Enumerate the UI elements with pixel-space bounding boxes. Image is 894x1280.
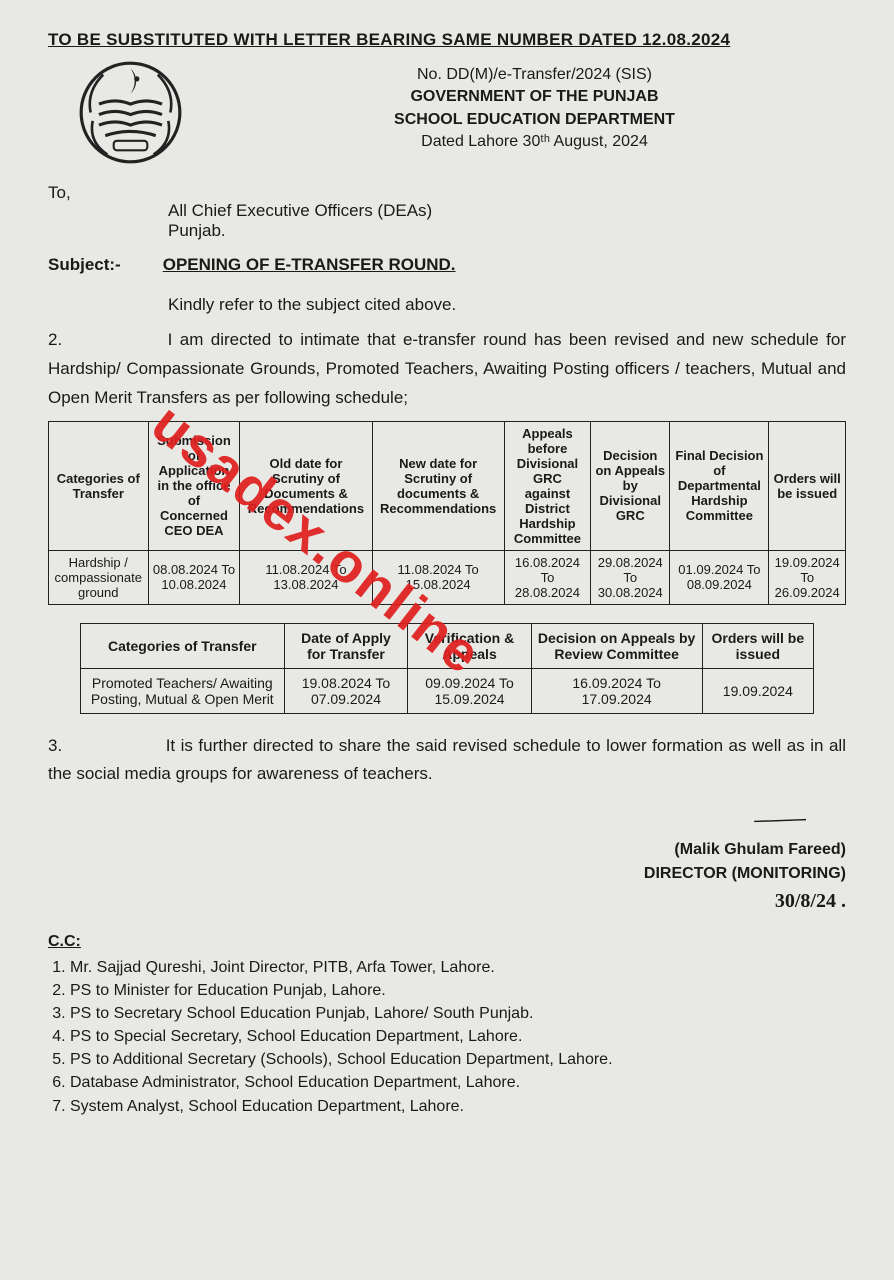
para3-number: 3. <box>48 736 62 755</box>
signature-block: ⎯⎯⎯⎯ (Malik Ghulam Fareed) DIRECTOR (MON… <box>48 799 846 916</box>
t1-c7: 19.09.2024 To 26.09.2024 <box>769 550 846 604</box>
para2-number: 2. <box>48 330 62 349</box>
paragraph-2: 2. I am directed to intimate that e-tran… <box>48 326 846 413</box>
signatory-title: DIRECTOR (MONITORING) <box>48 862 846 886</box>
schedule-table-1: Categories of Transfer Submission of App… <box>48 421 846 605</box>
t1-h6: Final Decision of Departmental Hardship … <box>670 421 769 550</box>
letterhead: No. DD(M)/e-Transfer/2024 (SIS) GOVERNME… <box>48 60 846 165</box>
dated-line: Dated Lahore 30ᵗʰ August, 2024 <box>223 131 846 153</box>
t2-c4: 19.09.2024 <box>702 668 813 713</box>
cc-item: PS to Special Secretary, School Educatio… <box>70 1025 846 1048</box>
para1-text: Kindly refer to the subject cited above. <box>168 295 456 314</box>
t1-h1: Submission of Application in the office … <box>148 421 240 550</box>
cc-heading: C.C: <box>48 930 846 953</box>
cc-list: Mr. Sajjad Qureshi, Joint Director, PITB… <box>48 956 846 1118</box>
t1-c4: 16.08.2024 To 28.08.2024 <box>504 550 590 604</box>
signature-date: 30/8/24 . <box>48 886 846 916</box>
header-text-block: No. DD(M)/e-Transfer/2024 (SIS) GOVERNME… <box>223 60 846 154</box>
addressee-line1: All Chief Executive Officers (DEAs) <box>168 201 846 221</box>
cc-block: C.C: Mr. Sajjad Qureshi, Joint Director,… <box>48 930 846 1118</box>
t1-h7: Orders will be issued <box>769 421 846 550</box>
table1-header-row: Categories of Transfer Submission of App… <box>49 421 846 550</box>
table1-data-row: Hardship / compassionate ground 08.08.20… <box>49 550 846 604</box>
para3-text: It is further directed to share the said… <box>48 736 846 784</box>
t1-c6: 01.09.2024 To 08.09.2024 <box>670 550 769 604</box>
t1-h5: Decision on Appeals by Divisional GRC <box>591 421 670 550</box>
t2-h3: Decision on Appeals by Review Committee <box>531 623 702 668</box>
cc-item: PS to Additional Secretary (Schools), Sc… <box>70 1048 846 1071</box>
t2-h0: Categories of Transfer <box>80 623 284 668</box>
t2-h1: Date of Apply for Transfer <box>284 623 408 668</box>
cc-item: Mr. Sajjad Qureshi, Joint Director, PITB… <box>70 956 846 979</box>
table2-header-row: Categories of Transfer Date of Apply for… <box>80 623 813 668</box>
t1-c1: 08.08.2024 To 10.08.2024 <box>148 550 240 604</box>
t1-c0: Hardship / compassionate ground <box>49 550 149 604</box>
addressee-line2: Punjab. <box>168 221 846 241</box>
to-label: To, <box>48 183 71 203</box>
schedule-table-2: Categories of Transfer Date of Apply for… <box>80 623 814 714</box>
t1-h0: Categories of Transfer <box>49 421 149 550</box>
t2-h4: Orders will be issued <box>702 623 813 668</box>
t1-h2: Old date for Scrutiny of Documents & Rec… <box>240 421 372 550</box>
t1-c5: 29.08.2024 To 30.08.2024 <box>591 550 670 604</box>
table2-data-row: Promoted Teachers/ Awaiting Posting, Mut… <box>80 668 813 713</box>
paragraph-3: 3. It is further directed to share the s… <box>48 732 846 790</box>
cc-item: System Analyst, School Education Departm… <box>70 1095 846 1118</box>
cc-item: PS to Secretary School Education Punjab,… <box>70 1002 846 1025</box>
subject-row: Subject:- OPENING OF E-TRANSFER ROUND. <box>48 255 846 275</box>
t2-h2: Verification & Appeals <box>408 623 531 668</box>
t1-h4: Appeals before Divisional GRC against Di… <box>504 421 590 550</box>
para2-text: I am directed to intimate that e-transfe… <box>48 330 846 407</box>
reference-number: No. DD(M)/e-Transfer/2024 (SIS) <box>223 64 846 86</box>
signatory-name: (Malik Ghulam Fareed) <box>48 838 846 862</box>
dept-line: SCHOOL EDUCATION DEPARTMENT <box>223 109 846 131</box>
t2-c3: 16.09.2024 To 17.09.2024 <box>531 668 702 713</box>
t1-c2: 11.08.2024 To 13.08.2024 <box>240 550 372 604</box>
cc-item: Database Administrator, School Education… <box>70 1071 846 1094</box>
punjab-emblem-icon <box>78 60 183 165</box>
cc-item: PS to Minister for Education Punjab, Lah… <box>70 979 846 1002</box>
t2-c2: 09.09.2024 To 15.09.2024 <box>408 668 531 713</box>
subject-text: OPENING OF E-TRANSFER ROUND. <box>163 255 456 274</box>
t2-c0: Promoted Teachers/ Awaiting Posting, Mut… <box>80 668 284 713</box>
t1-c3: 11.08.2024 To 15.08.2024 <box>372 550 504 604</box>
addressee-block: To, All Chief Executive Officers (DEAs) … <box>48 183 846 241</box>
t2-c1: 19.08.2024 To 07.09.2024 <box>284 668 408 713</box>
substitution-banner: TO BE SUBSTITUTED WITH LETTER BEARING SA… <box>48 30 846 50</box>
signature-mark-icon: ⎯⎯⎯⎯ <box>753 798 806 839</box>
t1-h3: New date for Scrutiny of documents & Rec… <box>372 421 504 550</box>
govt-line: GOVERNMENT OF THE PUNJAB <box>223 86 846 108</box>
paragraph-1: Kindly refer to the subject cited above. <box>48 291 846 320</box>
document-page: TO BE SUBSTITUTED WITH LETTER BEARING SA… <box>0 0 894 1168</box>
subject-label: Subject:- <box>48 255 158 275</box>
